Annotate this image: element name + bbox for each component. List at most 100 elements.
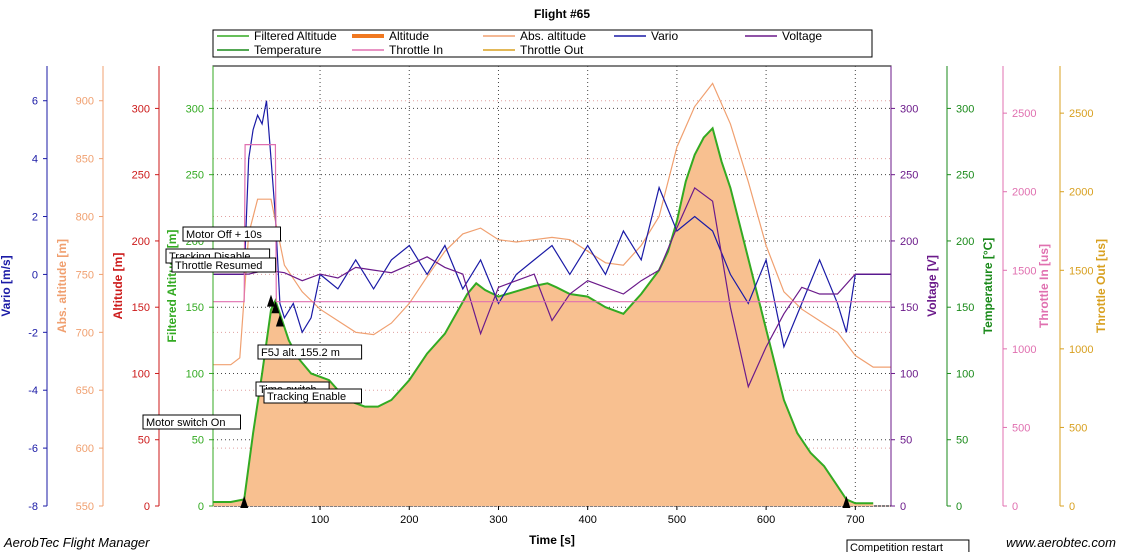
legend-label: Filtered Altitude <box>254 29 337 43</box>
axis-tick-label: 550 <box>76 501 94 513</box>
axis-tick-label: 600 <box>76 443 94 455</box>
legend-label: Temperature <box>254 43 322 57</box>
event-marker <box>842 496 851 509</box>
footer-left: AerobTec Flight Manager <box>4 535 150 550</box>
axis-tick-label: 0 <box>144 501 150 513</box>
chart-title: Flight #65 <box>534 7 590 21</box>
annotation-label: Competition restart <box>850 542 943 552</box>
axis-tick-label: 4 <box>32 154 38 166</box>
axis-tick-label: 2500 <box>1069 108 1093 120</box>
series-line <box>213 144 891 303</box>
axis-tick-label: 2000 <box>1069 187 1093 199</box>
x-axis: 100 200 300 400 500 600 700 <box>311 506 864 526</box>
axis-tick-label: 0 <box>1012 501 1018 513</box>
annotation-label: Throttle Resumed <box>175 260 262 272</box>
axis-tick-label: 150 <box>132 302 150 314</box>
annotation-label: F5J alt. 155.2 m <box>261 347 340 359</box>
x-tick-label: 200 <box>400 514 418 526</box>
annotation-label: Motor switch On <box>146 417 225 429</box>
annotation-box <box>182 226 281 242</box>
annotation-label: Motor Off + 10s <box>186 229 262 241</box>
axis-tick-label: 50 <box>138 435 150 447</box>
legend-label: Vario <box>651 29 678 43</box>
axes-group: -8 -6 -4 -2 0 2 4 6 Vario [m/s] 550 600 650 700 750 80… <box>0 66 1108 513</box>
axis-tick-label: 0 <box>956 501 962 513</box>
axis-tick-label: 200 <box>956 236 974 248</box>
axis-tick-label: 150 <box>900 302 918 314</box>
axis-tick-label: 500 <box>1069 422 1087 434</box>
annotation-box <box>263 388 362 404</box>
x-tick-label: 600 <box>757 514 775 526</box>
axis-tick-label: 0 <box>198 501 204 513</box>
axis-tick-label: 100 <box>900 368 918 380</box>
legend-label: Abs. altitude <box>520 29 586 43</box>
x-tick-label: 700 <box>846 514 864 526</box>
event-marker <box>275 314 284 327</box>
axis-tick-label: 850 <box>76 154 94 166</box>
legend-label: Altitude <box>389 29 429 43</box>
event-marker <box>240 496 249 509</box>
axis-tick-label: 500 <box>1012 422 1030 434</box>
axis-tick-label: 700 <box>76 327 94 339</box>
axis-tick-label: 300 <box>956 103 974 115</box>
series-line <box>213 82 891 368</box>
axis-tick-label: 250 <box>900 170 918 182</box>
axis-title: Temperature [°C] <box>981 238 995 335</box>
legend: Filtered Altitude Altitude Abs. altitude Va… <box>212 29 873 58</box>
axis-tick-label: 750 <box>76 269 94 281</box>
axis-tick-label: 2500 <box>1012 108 1036 120</box>
x-tick-label: 400 <box>579 514 597 526</box>
altitude-area <box>213 128 874 507</box>
axis-tick-label: 200 <box>900 236 918 248</box>
axis-tick-label: 0 <box>900 501 906 513</box>
legend-label: Throttle In <box>389 43 443 57</box>
axis-tick-label: 200 <box>132 236 150 248</box>
axis-tick-label: 300 <box>132 103 150 115</box>
axis-tick-label: 250 <box>132 170 150 182</box>
annotation-label: Tracking Enable <box>267 391 346 403</box>
axis-tick-label: 300 <box>186 103 204 115</box>
x-tick-label: 100 <box>311 514 329 526</box>
legend-label: Throttle Out <box>520 43 584 57</box>
axis-tick-label: 650 <box>76 385 94 397</box>
event-marker <box>271 301 280 314</box>
axis-tick-label: 50 <box>900 435 912 447</box>
annotation-box <box>846 539 970 552</box>
axis-title: Throttle In [us] <box>1037 244 1051 328</box>
annotation-box <box>257 344 363 360</box>
x-tick-label: 300 <box>489 514 507 526</box>
axis-tick-label: 6 <box>32 96 38 108</box>
axis-tick-label: 900 <box>76 96 94 108</box>
axis-tick-label: -6 <box>28 443 38 455</box>
axis-tick-label: 2000 <box>1012 187 1036 199</box>
x-axis-label: Time [s] <box>529 533 575 547</box>
axis-tick-label: 50 <box>956 435 968 447</box>
legend-label: Voltage <box>782 29 822 43</box>
axis-tick-label: 1500 <box>1012 265 1036 277</box>
axis-tick-label: 150 <box>186 302 204 314</box>
axis-title: Throttle Out [us] <box>1094 239 1108 333</box>
axis-tick-label: 100 <box>132 368 150 380</box>
axis-title: Vario [m/s] <box>0 255 13 316</box>
axis-tick-label: 100 <box>186 368 204 380</box>
axis-tick-label: 0 <box>1069 501 1075 513</box>
axis-title: Abs. altitude [m] <box>55 239 69 333</box>
x-tick-label: 500 <box>668 514 686 526</box>
axis-tick-label: 100 <box>956 368 974 380</box>
axis-tick-label: -4 <box>28 385 38 397</box>
axis-tick-label: 1500 <box>1069 265 1093 277</box>
axis-title: Altitude [m] <box>111 253 125 320</box>
axis-tick-label: 250 <box>956 170 974 182</box>
axis-tick-label: -2 <box>28 327 38 339</box>
axis-tick-label: 2 <box>32 212 38 224</box>
axis-tick-label: -8 <box>28 501 38 513</box>
axis-tick-label: 1000 <box>1012 344 1036 356</box>
axis-tick-label: 150 <box>956 302 974 314</box>
series-line <box>213 100 891 349</box>
axis-tick-label: 250 <box>186 170 204 182</box>
axis-title: Voltage [V] <box>925 255 939 317</box>
annotation-box <box>142 414 241 430</box>
axis-title: Filtered Altitude [m] <box>165 230 179 343</box>
